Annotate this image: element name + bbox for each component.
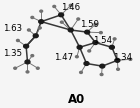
- Circle shape: [84, 62, 89, 65]
- Circle shape: [25, 60, 30, 64]
- Circle shape: [100, 32, 102, 34]
- Circle shape: [31, 55, 34, 57]
- Circle shape: [59, 13, 64, 17]
- Circle shape: [80, 71, 82, 73]
- Circle shape: [39, 20, 44, 24]
- Circle shape: [85, 30, 90, 34]
- Circle shape: [77, 18, 80, 20]
- Circle shape: [31, 16, 34, 18]
- Text: A0: A0: [68, 93, 85, 106]
- Circle shape: [100, 64, 105, 68]
- Circle shape: [14, 67, 17, 69]
- Circle shape: [109, 45, 114, 49]
- Circle shape: [75, 56, 78, 58]
- Text: 1.35: 1.35: [3, 48, 22, 58]
- Circle shape: [26, 71, 29, 73]
- Circle shape: [53, 5, 56, 7]
- Circle shape: [129, 58, 132, 60]
- Circle shape: [38, 27, 41, 29]
- Circle shape: [40, 10, 43, 12]
- Circle shape: [24, 44, 29, 48]
- Text: 1.47: 1.47: [54, 53, 73, 62]
- Circle shape: [69, 4, 72, 6]
- Circle shape: [17, 39, 19, 41]
- Circle shape: [93, 41, 98, 44]
- Text: 1.54: 1.54: [93, 37, 113, 45]
- Circle shape: [100, 73, 103, 75]
- Circle shape: [113, 38, 116, 40]
- Circle shape: [115, 58, 120, 62]
- Circle shape: [117, 68, 119, 70]
- Text: 1.59: 1.59: [80, 20, 99, 29]
- Circle shape: [36, 67, 39, 69]
- Text: 1.34: 1.34: [113, 53, 132, 62]
- Circle shape: [88, 50, 91, 52]
- Text: 1.63: 1.63: [3, 24, 22, 33]
- Circle shape: [27, 29, 30, 31]
- Circle shape: [68, 28, 73, 32]
- Circle shape: [94, 23, 97, 25]
- Circle shape: [60, 21, 63, 23]
- Circle shape: [77, 45, 82, 49]
- Circle shape: [33, 34, 38, 38]
- Text: 1.46: 1.46: [61, 3, 80, 12]
